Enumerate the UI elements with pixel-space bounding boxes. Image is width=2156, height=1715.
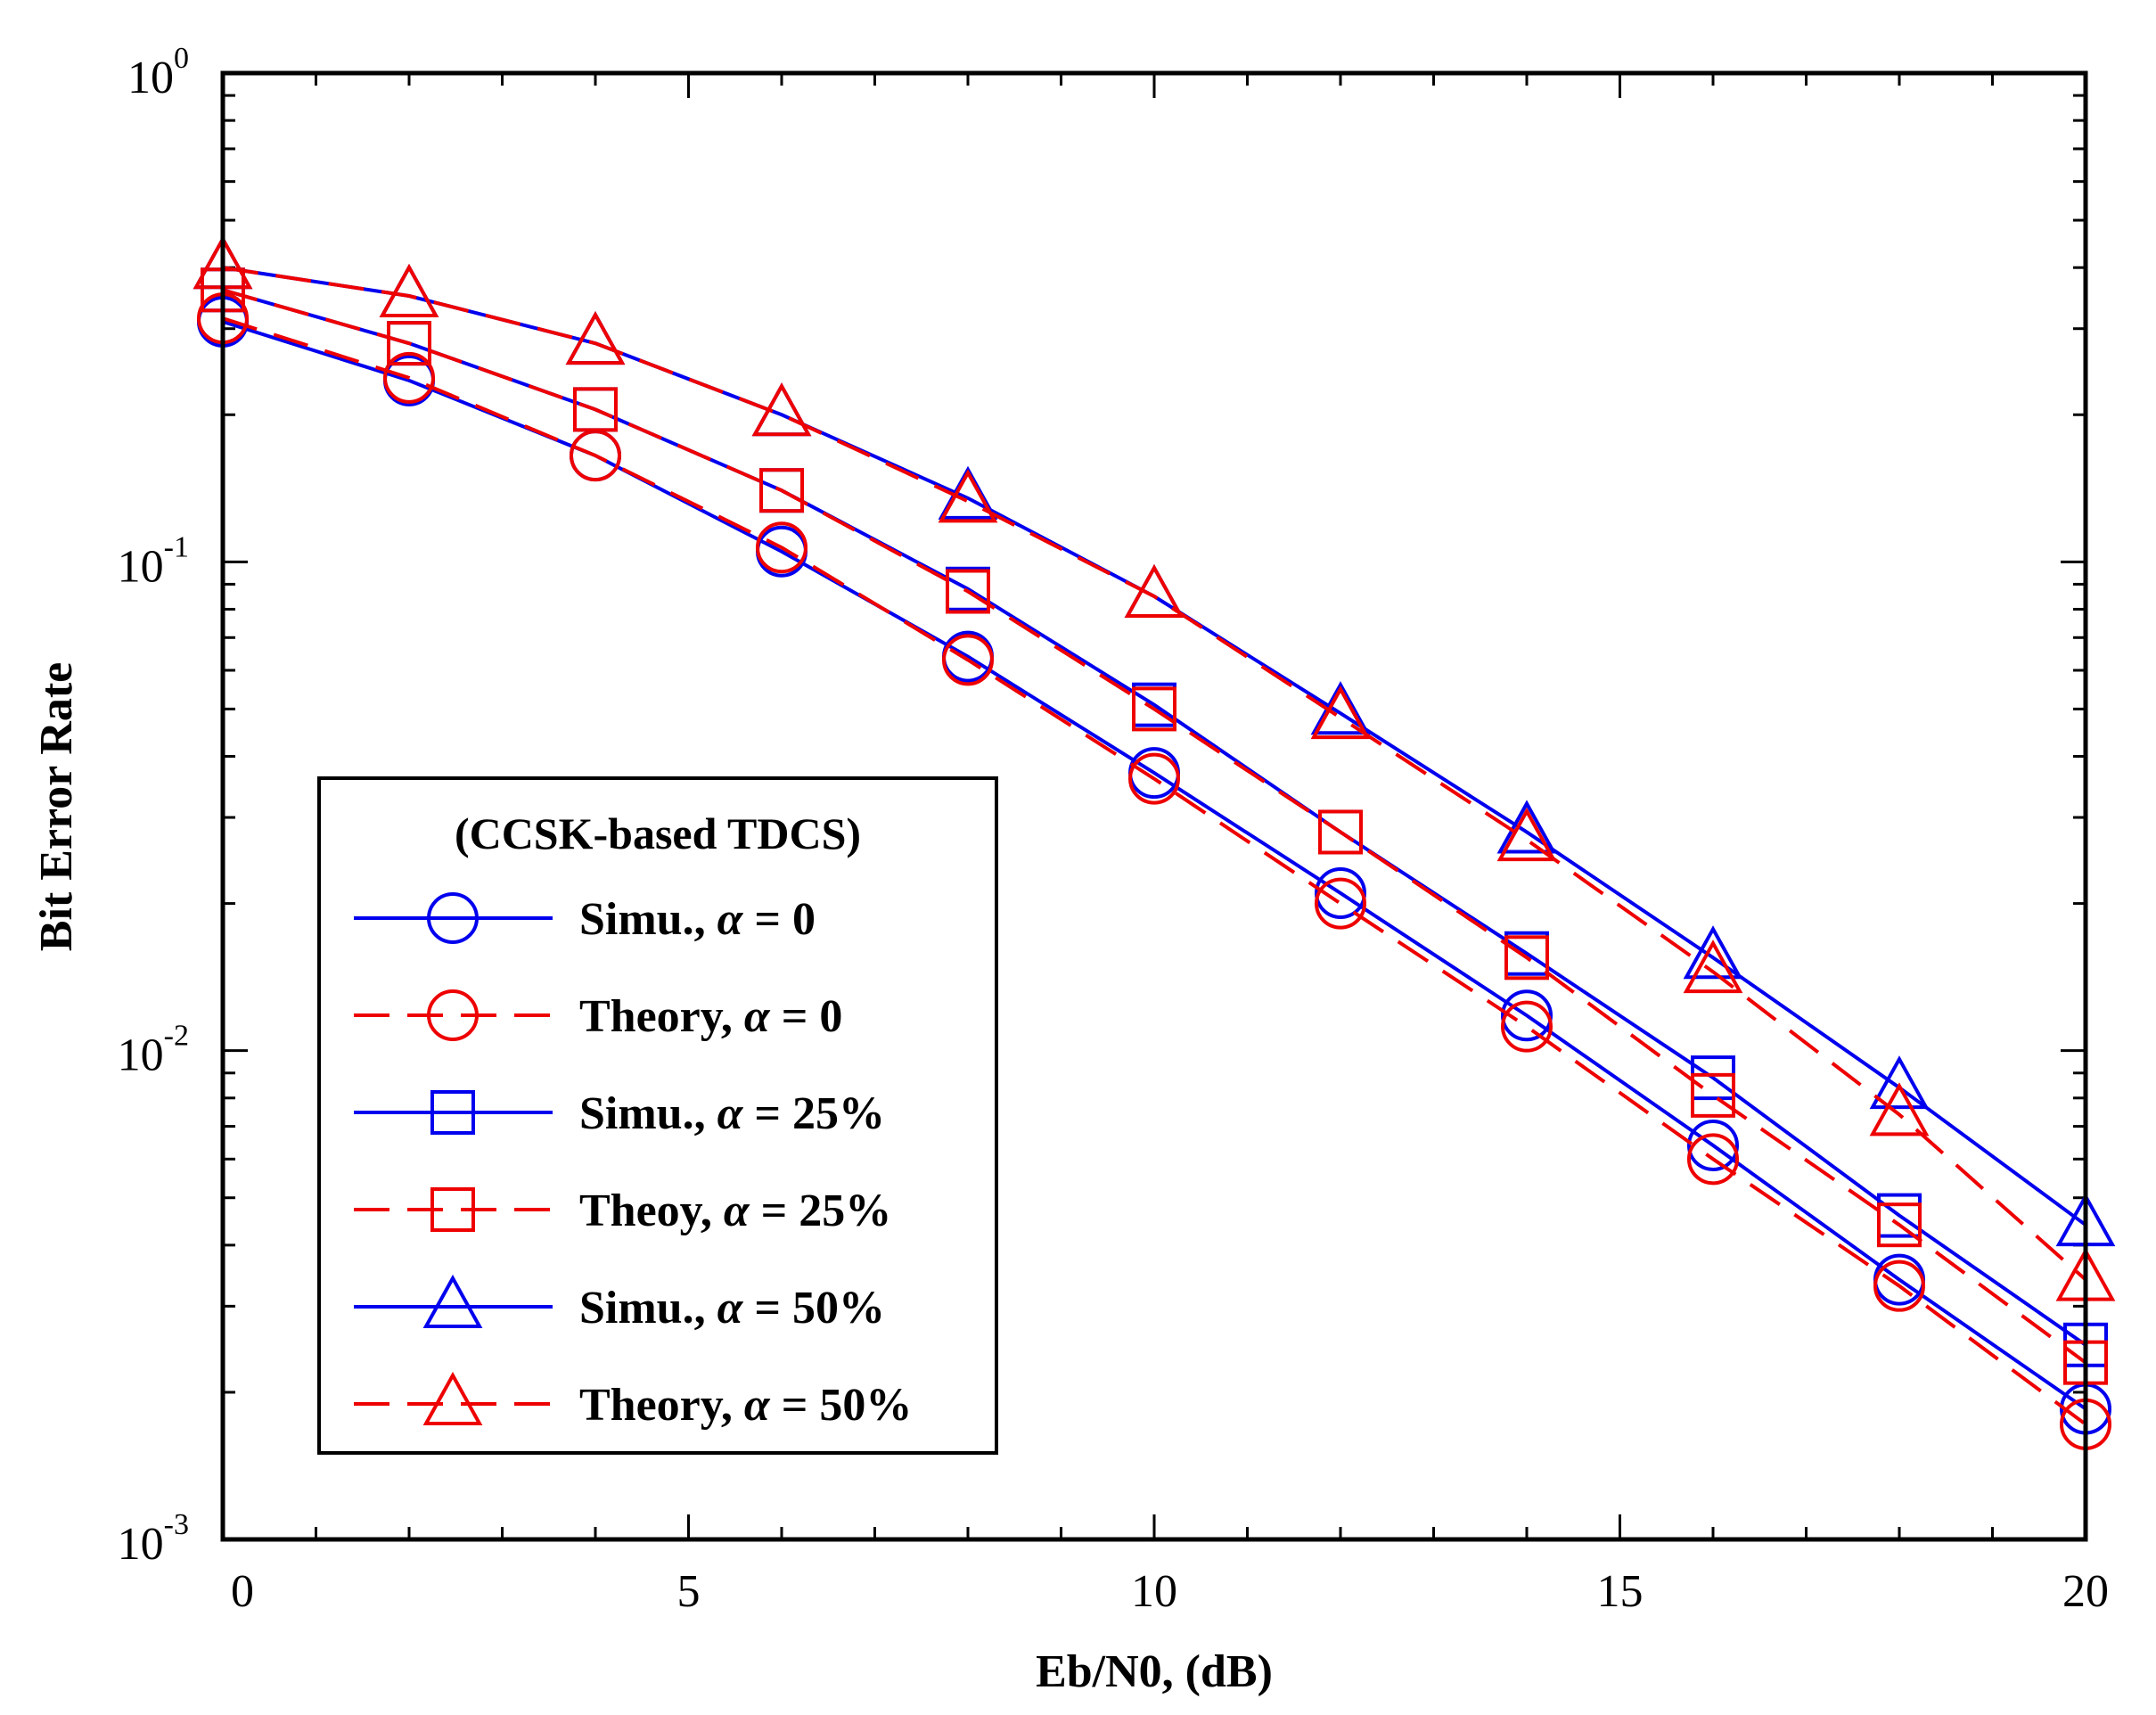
- data-point: [1501, 1000, 1553, 1053]
- legend-marker: [422, 1274, 483, 1328]
- data-point: [1310, 685, 1371, 740]
- data-point: [565, 311, 626, 365]
- legend-label: Theoy, α = 25%: [579, 1186, 891, 1236]
- data-point: [942, 634, 994, 686]
- data-point: [1124, 563, 1185, 619]
- legend-marker: [430, 1187, 475, 1232]
- legend-entry: Theory, α = 50%: [354, 1371, 912, 1431]
- legend-label: Simu., α = 0: [579, 894, 816, 945]
- y-tick-label: 10-1: [118, 530, 189, 592]
- legend-marker: [427, 989, 479, 1041]
- legend-entries: Simu., α = 0 Theory, α = 0 Simu., α = 25% T…: [354, 892, 912, 1431]
- series-3: [201, 267, 2108, 1385]
- legend-entry: Theoy, α = 25%: [354, 1186, 891, 1236]
- data-point: [1869, 1055, 1930, 1110]
- data-point: [1877, 1202, 1922, 1248]
- data-point: [1501, 989, 1553, 1042]
- series-layer: [193, 235, 2116, 1450]
- data-point: [1504, 935, 1549, 981]
- legend-marker: [430, 1090, 475, 1135]
- tick-labels: 0 5 10 15 20 100 10-1 10-2 10-3: [118, 42, 2109, 1617]
- legend-entry: Simu., α = 25%: [354, 1088, 885, 1139]
- x-axis-title: Eb/N0, (dB): [1036, 1646, 1273, 1697]
- series-line: [222, 288, 2087, 1365]
- data-point: [1315, 866, 1366, 919]
- legend-marker: [422, 1371, 483, 1425]
- data-point: [1683, 940, 1743, 994]
- data-point: [946, 569, 990, 614]
- legend-marker: [427, 892, 479, 944]
- y-tick-label: 10-2: [118, 1020, 189, 1081]
- x-tick-label: 15: [1597, 1566, 1644, 1617]
- data-point: [573, 387, 618, 432]
- data-point: [751, 382, 812, 437]
- legend-label: Theory, α = 50%: [579, 1380, 912, 1431]
- y-tick-label: 100: [127, 42, 189, 103]
- data-point: [756, 521, 807, 574]
- legend-entry: Theory, α = 0: [354, 989, 842, 1042]
- legend-label: Simu., α = 50%: [579, 1283, 885, 1333]
- data-point: [1869, 1082, 1930, 1136]
- x-tick-label: 20: [2062, 1566, 2109, 1617]
- data-point: [1691, 1072, 1735, 1118]
- legend-title: (CCSK-based TDCS): [455, 808, 861, 858]
- y-tick-label: 10-3: [118, 1508, 189, 1570]
- data-point: [751, 382, 812, 437]
- series-line: [222, 266, 2087, 1282]
- data-point: [1873, 1260, 1925, 1312]
- data-point: [938, 469, 998, 523]
- x-tick-label: 10: [1131, 1566, 1177, 1617]
- data-point: [1132, 686, 1176, 732]
- data-point: [379, 263, 439, 318]
- data-point: [1315, 877, 1366, 930]
- legend-label: Theory, α = 0: [579, 991, 842, 1042]
- data-point: [383, 351, 435, 404]
- series-line: [222, 316, 2087, 1426]
- data-point: [1687, 1119, 1739, 1171]
- legend: (CCSK-based TDCS) Simu., α = 0 Theory, α …: [317, 776, 998, 1455]
- legend-label: Simu., α = 25%: [579, 1088, 885, 1139]
- x-tick-label: 5: [677, 1566, 701, 1617]
- legend-entry: Simu., α = 0: [354, 892, 816, 945]
- data-point: [1318, 809, 1363, 855]
- data-point: [759, 468, 804, 513]
- legend-entry: Simu., α = 50%: [354, 1274, 885, 1333]
- series-5: [193, 235, 2116, 1301]
- data-point: [1496, 808, 1557, 862]
- y-axis-title: Bit Error Rate: [31, 662, 82, 951]
- plot-frame: [220, 70, 2088, 1542]
- data-point: [387, 321, 431, 366]
- data-point: [1128, 752, 1180, 805]
- data-point: [1683, 925, 1743, 980]
- x-tick-label: 0: [231, 1566, 254, 1617]
- data-point: [1687, 1133, 1739, 1186]
- data-point: [1496, 800, 1557, 854]
